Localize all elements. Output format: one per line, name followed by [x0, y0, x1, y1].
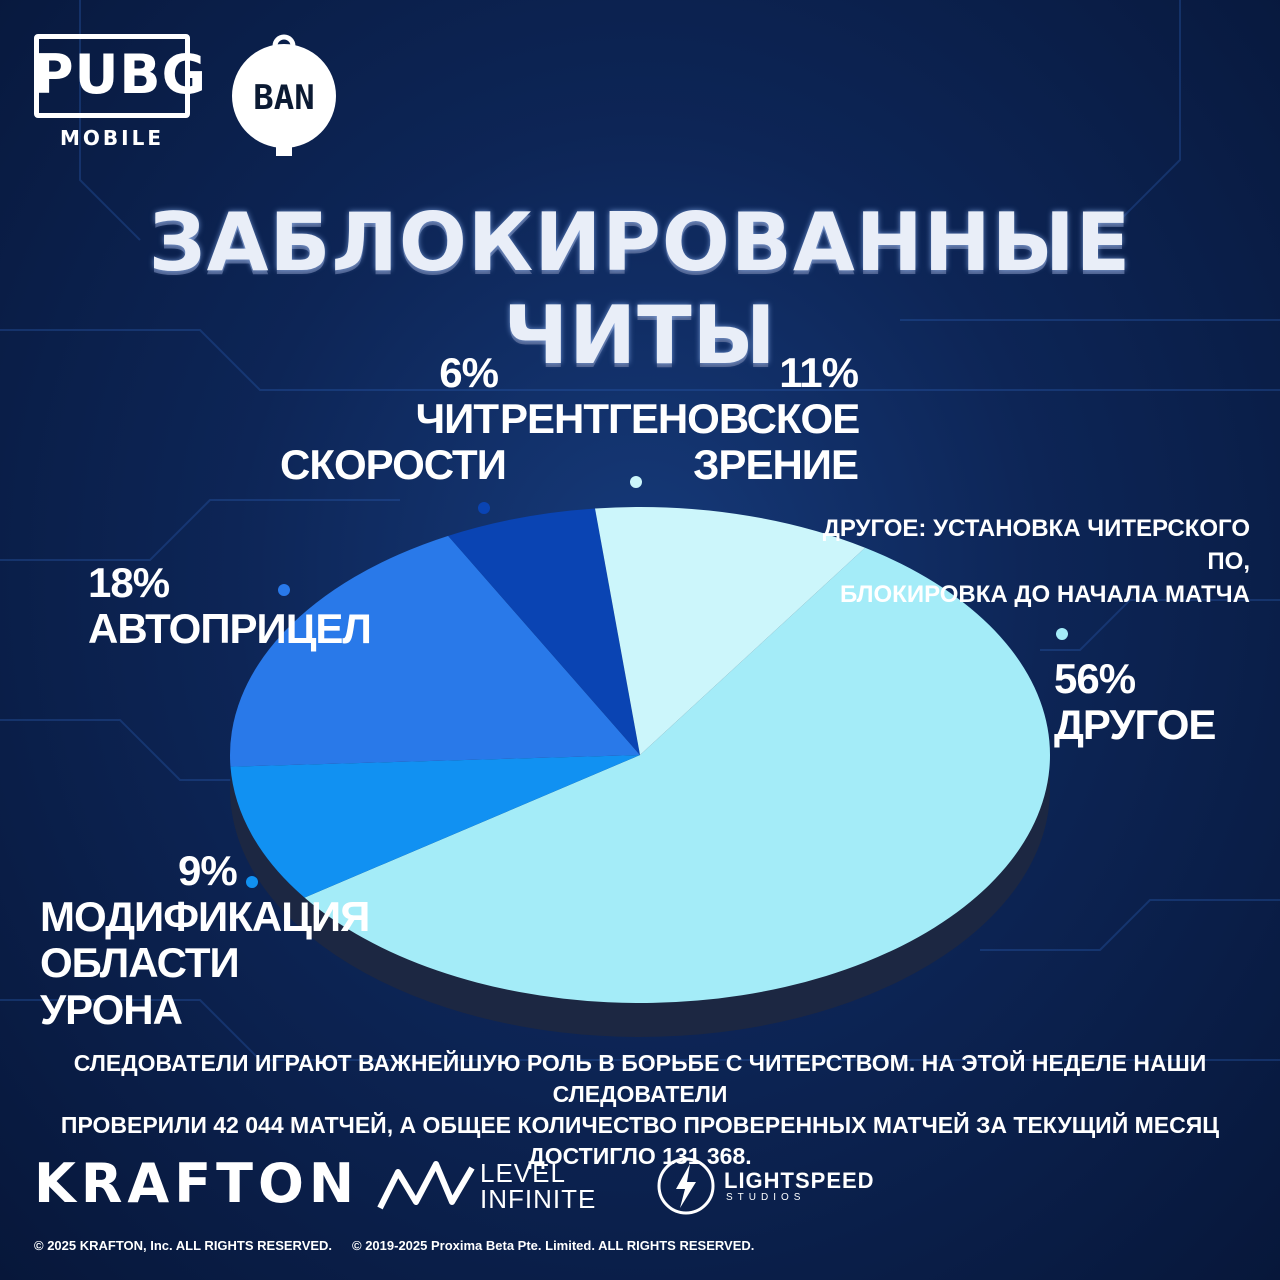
level-infinite-mark-icon [377, 1161, 475, 1210]
marker-speed-hack [478, 502, 490, 514]
pubg-mobile-logo: PUBG MOBILE [34, 34, 207, 154]
lightspeed-title: LIGHTSPEED [724, 1168, 875, 1193]
slice-xray [595, 506, 866, 755]
investigators-statement: СЛЕДОВАТЕЛИ ИГРАЮТ ВАЖНЕЙШУЮ РОЛЬ В БОРЬ… [0, 1048, 1280, 1172]
label-aimbot-line1: АВТОПРИЦЕЛ [88, 605, 372, 653]
frying-pan-icon [232, 34, 336, 156]
pubg-logo-frame [34, 34, 190, 118]
pubg-logo-subtitle: MOBILE [60, 126, 164, 150]
copyright-proxima: © 2019-2025 Proxima Beta Pte. Limited. A… [352, 1238, 755, 1253]
label-aimbot: 18% АВТОПРИЦЕЛ [88, 559, 388, 653]
slice-damage-mod [230, 755, 641, 898]
copyright-krafton: © 2025 KRAFTON, Inc. ALL RIGHTS RESERVED… [34, 1238, 333, 1253]
label-xray-line2: ЗРЕНИЕ [693, 441, 859, 489]
label-damage-mod-line1: МОДИФИКАЦИЯ [40, 893, 370, 941]
label-damage-mod: 9% МОДИФИКАЦИЯ ОБЛАСТИ УРОНА [40, 847, 380, 1033]
label-damage-mod-line2: ОБЛАСТИ УРОНА [40, 939, 240, 1033]
lightspeed-subtitle: STUDIOS [726, 1192, 806, 1203]
slice-other [304, 547, 1051, 1004]
ban-pan-logo: BAN [228, 30, 340, 156]
label-other-line1: ДРУГОЕ [1054, 701, 1216, 749]
statement-line-2: ПРОВЕРИЛИ 42 044 МАТЧЕЙ, А ОБЩЕЕ КОЛИЧЕС… [60, 1112, 1220, 1169]
statement-line-1: СЛЕДОВАТЕЛИ ИГРАЮТ ВАЖНЕЙШУЮ РОЛЬ В БОРЬ… [73, 1050, 1207, 1107]
other-category-note: ДРУГОЕ: УСТАНОВКА ЧИТЕРСКОГО ПО, БЛОКИРО… [790, 512, 1250, 611]
slice-aimbot [229, 535, 640, 767]
page-title: ЗАБЛОКИРОВАННЫЕ ЧИТЫ [148, 196, 1132, 382]
label-xray: 11% РЕНТГЕНОВСКОЕ ЗРЕНИЕ [500, 349, 860, 489]
marker-aimbot [278, 584, 290, 596]
label-damage-mod-pct: 9% [178, 847, 238, 894]
krafton-logo: KRAFTON [34, 1152, 360, 1215]
level-infinite-top: LEVEL [480, 1158, 566, 1188]
label-speed-hack-pct: 6% [439, 349, 499, 396]
marker-damage-mod [246, 876, 258, 888]
lightning-bolt-icon [657, 1157, 715, 1215]
label-speed-hack: 6% ЧИТ СКОРОСТИ [280, 349, 507, 489]
label-aimbot-pct: 18% [88, 559, 170, 606]
slice-speed-hack [448, 508, 640, 755]
level-infinite-logo: LEVEL INFINITE [376, 1158, 616, 1218]
level-infinite-bottom: INFINITE [480, 1184, 597, 1214]
label-other-pct: 56% [1054, 655, 1136, 702]
label-xray-line1: РЕНТГЕНОВСКОЕ [500, 395, 860, 443]
note-line-1: ДРУГОЕ: УСТАНОВКА ЧИТЕРСКОГО ПО, [822, 515, 1250, 575]
marker-other [1056, 628, 1068, 640]
lightspeed-studios-logo: LIGHTSPEED STUDIOS [656, 1156, 876, 1216]
ban-label: BAN [253, 78, 315, 118]
note-line-2: БЛОКИРОВКА ДО НАЧАЛА МАТЧА [840, 581, 1250, 608]
label-speed-hack-line1: ЧИТ [415, 395, 499, 443]
pubg-logo-title: PUBG [34, 43, 207, 106]
label-speed-hack-line2: СКОРОСТИ [280, 441, 507, 489]
label-xray-pct: 11% [779, 349, 859, 396]
level-infinite-wordmark: LEVEL INFINITE [480, 1160, 596, 1212]
label-other: 56% ДРУГОЕ [1054, 655, 1254, 749]
marker-xray [630, 476, 642, 488]
